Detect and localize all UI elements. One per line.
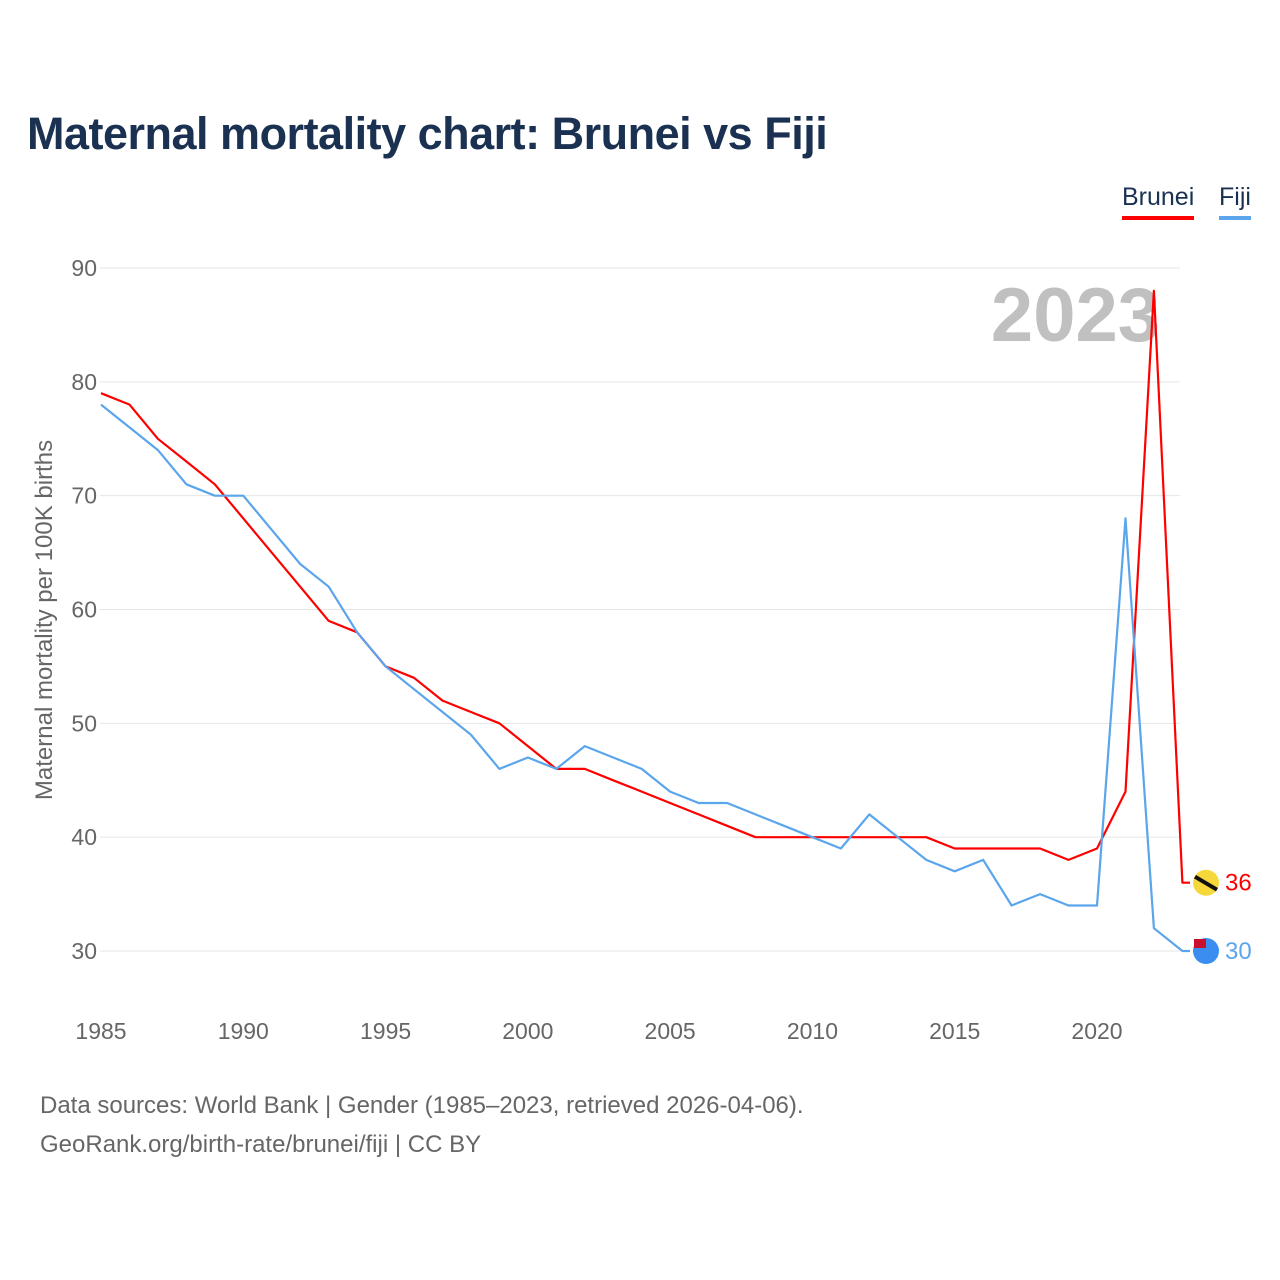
legend-brunei[interactable]: Brunei [1122,183,1195,220]
x-tick-label: 1990 [218,1018,269,1044]
x-tick-label: 2010 [787,1018,838,1044]
x-tick-label: 2020 [1071,1018,1122,1044]
y-tick-label: 70 [71,483,97,509]
x-tick-label: 1995 [360,1018,411,1044]
legend-fiji[interactable]: Fiji [1219,183,1251,220]
x-tick-label: 2015 [929,1018,980,1044]
flag-canton [1194,939,1206,948]
flag-stripe [1193,874,1219,892]
chart-title: Maternal mortality chart: Brunei vs Fiji [27,108,828,159]
y-tick-label: 30 [71,938,97,964]
y-tick-label: 90 [71,255,97,281]
y-axis-label: Maternal mortality per 100K births [31,440,58,800]
series-line-brunei [100,289,1190,884]
x-tick-label: 2000 [502,1018,553,1044]
series-line-fiji [100,403,1190,953]
source-note: Data sources: World Bank | Gender (1985–… [40,1086,804,1164]
y-tick-label: 60 [71,597,97,623]
y-tick-label: 40 [71,824,97,850]
source-line-2: GeoRank.org/birth-rate/brunei/fiji | CC … [40,1131,482,1158]
y-tick-label: 80 [71,369,97,395]
source-line-1: Data sources: World Bank | Gender (1985–… [40,1092,804,1119]
end-label-brunei: 36 [1225,870,1252,897]
year-watermark: 2023 [991,273,1160,358]
y-tick-label: 50 [71,710,97,736]
end-label-fiji: 30 [1225,938,1252,965]
x-tick-label: 2005 [645,1018,696,1044]
x-tick-label: 1985 [75,1018,126,1044]
